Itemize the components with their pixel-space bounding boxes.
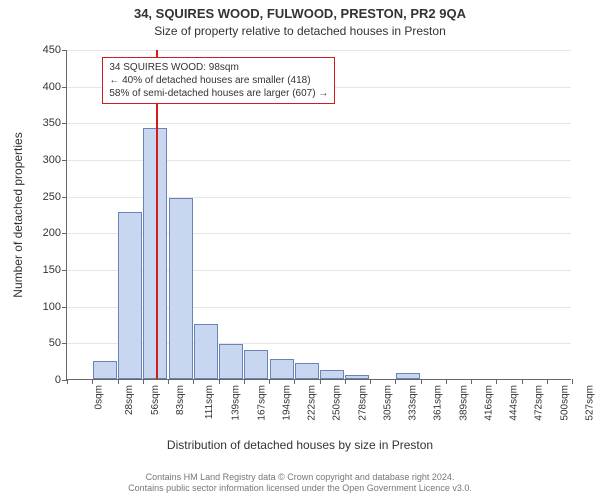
ytick-label: 450 [43, 44, 67, 56]
histogram-bar [396, 373, 420, 379]
xtick-mark [370, 379, 371, 384]
xtick-label: 250sqm [332, 385, 343, 421]
ytick-label: 250 [43, 191, 67, 203]
xtick-mark [118, 379, 119, 384]
xtick-label: 472sqm [534, 385, 545, 421]
xtick-label: 83sqm [175, 385, 186, 415]
xtick-mark [572, 379, 573, 384]
ytick-label: 0 [55, 374, 67, 386]
xtick-mark [269, 379, 270, 384]
xtick-mark [92, 379, 93, 384]
figure: 34, SQUIRES WOOD, FULWOOD, PRESTON, PR2 … [0, 0, 600, 500]
gridline [67, 50, 571, 51]
xtick-label: 500sqm [559, 385, 570, 421]
histogram-bar [320, 370, 344, 379]
histogram-bar [270, 359, 294, 379]
histogram-bar [345, 375, 369, 379]
xtick-label: 333sqm [408, 385, 419, 421]
xtick-mark [446, 379, 447, 384]
xtick-label: 222sqm [307, 385, 318, 421]
footer-line-1: Contains HM Land Registry data © Crown c… [0, 472, 600, 483]
xtick-mark [547, 379, 548, 384]
xtick-mark [522, 379, 523, 384]
xtick-label: 389sqm [458, 385, 469, 421]
ytick-label: 400 [43, 81, 67, 93]
ytick-label: 150 [43, 264, 67, 276]
ytick-label: 200 [43, 227, 67, 239]
xtick-mark [294, 379, 295, 384]
chart-subtitle: Size of property relative to detached ho… [0, 24, 600, 38]
xtick-mark [67, 379, 68, 384]
annotation-line: ← 40% of detached houses are smaller (41… [109, 74, 328, 87]
xtick-label: 305sqm [382, 385, 393, 421]
footer-attribution: Contains HM Land Registry data © Crown c… [0, 472, 600, 495]
xtick-mark [471, 379, 472, 384]
annotation-line: 34 SQUIRES WOOD: 98sqm [109, 61, 328, 74]
gridline [67, 123, 571, 124]
xtick-mark [244, 379, 245, 384]
xtick-label: 56sqm [150, 385, 161, 415]
xtick-mark [345, 379, 346, 384]
annotation-line: 58% of semi-detached houses are larger (… [109, 87, 328, 100]
histogram-bar [244, 350, 268, 379]
xtick-label: 194sqm [281, 385, 292, 421]
xtick-label: 416sqm [483, 385, 494, 421]
chart-title: 34, SQUIRES WOOD, FULWOOD, PRESTON, PR2 … [0, 6, 600, 21]
xtick-label: 527sqm [584, 385, 595, 421]
histogram-bar [219, 344, 243, 379]
xtick-label: 444sqm [509, 385, 520, 421]
ytick-label: 300 [43, 154, 67, 166]
ytick-label: 50 [49, 337, 67, 349]
xtick-mark [496, 379, 497, 384]
xtick-label: 278sqm [357, 385, 368, 421]
plot-area: 0501001502002503003504004500sqm28sqm56sq… [66, 50, 571, 380]
histogram-bar [194, 324, 218, 379]
ytick-label: 350 [43, 117, 67, 129]
xtick-label: 28sqm [124, 385, 135, 415]
xtick-label: 0sqm [93, 385, 104, 409]
xtick-mark [219, 379, 220, 384]
histogram-bar [295, 363, 319, 379]
xtick-label: 361sqm [433, 385, 444, 421]
histogram-bar [93, 361, 117, 379]
xtick-mark [193, 379, 194, 384]
histogram-bar [143, 128, 167, 379]
xtick-mark [168, 379, 169, 384]
annotation-box: 34 SQUIRES WOOD: 98sqm← 40% of detached … [102, 57, 335, 104]
xtick-mark [143, 379, 144, 384]
xtick-mark [320, 379, 321, 384]
x-axis-label: Distribution of detached houses by size … [0, 438, 600, 452]
histogram-bar [169, 198, 193, 379]
histogram-bar [118, 212, 142, 379]
ytick-label: 100 [43, 301, 67, 313]
xtick-label: 111sqm [204, 385, 215, 419]
y-axis-label: Number of detached properties [11, 132, 25, 297]
xtick-label: 167sqm [256, 385, 267, 421]
xtick-mark [395, 379, 396, 384]
footer-line-2: Contains public sector information licen… [0, 483, 600, 494]
xtick-label: 139sqm [231, 385, 242, 421]
xtick-mark [421, 379, 422, 384]
